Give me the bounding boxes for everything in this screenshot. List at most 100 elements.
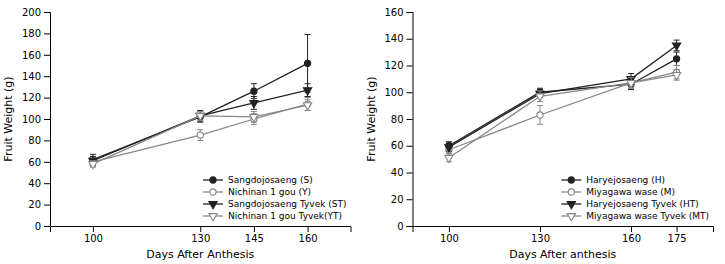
y-axis-tick: 80 (391, 114, 413, 125)
tick-label: 120 (22, 92, 41, 103)
tick-label: 200 (22, 7, 41, 18)
error-bar (537, 106, 543, 125)
y-axis-tick: 0 (397, 221, 412, 232)
tick-label: 120 (384, 60, 403, 71)
legend-label: Sangdojosaeng Tyvek (ST) (228, 199, 346, 209)
tick-mark (254, 226, 255, 232)
series-line (449, 72, 677, 150)
series-line (449, 75, 677, 158)
x-axis-tick: 130 (191, 226, 210, 244)
tick-mark (44, 183, 50, 184)
tick-mark (677, 226, 678, 232)
legend-symbol (568, 189, 574, 195)
tick-label: 100 (84, 233, 103, 244)
tick-label: 175 (668, 233, 687, 244)
legend-label: Nichinan 1 gou (Y) (228, 187, 311, 197)
tick-label: 20 (391, 194, 404, 205)
series-line (93, 105, 308, 164)
tick-label: 140 (22, 71, 41, 82)
legend-entry: Sangdojosaeng Tyvek (ST) (203, 199, 346, 209)
y-axis-tick: 40 (28, 178, 50, 189)
legend-symbol (210, 177, 216, 183)
y-axis-title: Fruit Weight (g) (2, 76, 15, 161)
y-axis-tick: 40 (391, 167, 413, 178)
tick-mark (407, 199, 413, 200)
tick-label: 80 (391, 114, 404, 125)
tick-mark (407, 226, 413, 227)
tick-label: 130 (531, 233, 550, 244)
tick-label: 100 (384, 87, 403, 98)
series-line (449, 45, 677, 147)
tick-label: 130 (191, 233, 210, 244)
series (445, 70, 681, 163)
legend-symbol (209, 202, 217, 209)
tick-mark (44, 140, 50, 141)
x-axis-line (413, 227, 714, 233)
y-axis-tick: 160 (384, 7, 412, 18)
x-axis-title: Days After anthesis (509, 248, 616, 261)
y-axis-tick: 140 (384, 33, 412, 44)
tick-label: 40 (391, 167, 404, 178)
legend-entry: Haryejosaeng (H) (561, 175, 665, 185)
error-bar (674, 52, 680, 65)
tick-mark (44, 55, 50, 56)
marker (673, 56, 679, 62)
y-axis: 020406080100120140160180200 (22, 7, 51, 232)
legend-symbol (567, 202, 575, 209)
marker (445, 155, 453, 162)
series (446, 52, 680, 150)
y-axis-title: Fruit Weight (g) (365, 76, 378, 161)
legend-entry: Miyagawa wase Tyvek (MT) (561, 211, 709, 221)
x-axis-line (51, 227, 352, 233)
y-axis: 0 20 40 60 80 100 120 140 160 (384, 7, 413, 232)
x-axis-tick: 100 (440, 226, 459, 244)
tick-label: 160 (22, 50, 41, 61)
tick-mark (449, 226, 450, 232)
tick-mark (407, 173, 413, 174)
marker (537, 112, 543, 118)
legend-entry: Nichinan 1 gou (Y) (203, 187, 311, 197)
y-axis-tick: 20 (28, 199, 50, 210)
y-axis-tick: 60 (391, 140, 413, 151)
marker (627, 80, 635, 87)
plot-area (445, 40, 681, 163)
x-axis-tick: 100 (84, 226, 103, 244)
tick-mark (200, 226, 201, 232)
y-axis-tick: 180 (22, 28, 50, 39)
y-axis-tick: 140 (22, 71, 50, 82)
legend-symbol (209, 214, 217, 221)
tick-label: 60 (28, 157, 41, 168)
tick-label: 100 (22, 114, 41, 125)
legend: Haryejosaeng (H) Miyagawa wase (M) Haryejo… (561, 175, 709, 221)
tick-mark (407, 92, 413, 93)
legend-label: Nichinan 1 gou Tyvek(YT) (228, 211, 342, 221)
legend-entry: Nichinan 1 gou Tyvek(YT) (203, 211, 342, 221)
y-axis-tick: 160 (22, 50, 50, 61)
series-line (449, 59, 677, 146)
series (90, 34, 311, 165)
legend-symbol (567, 214, 575, 221)
tick-label: 160 (299, 233, 318, 244)
series (446, 66, 680, 154)
tick-mark (407, 39, 413, 40)
y-axis-tick: 100 (384, 87, 412, 98)
legend-entry: Haryejosaeng Tyvek (HT) (561, 199, 699, 209)
y-axis-tick: 60 (28, 157, 50, 168)
tick-label: 0 (35, 221, 41, 232)
tick-mark (44, 226, 50, 227)
tick-label: 100 (440, 233, 459, 244)
legend-label: Sangdojosaeng (S) (228, 175, 313, 185)
tick-mark (44, 33, 50, 34)
tick-mark (407, 119, 413, 120)
tick-mark (44, 205, 50, 206)
y-axis-tick: 20 (391, 194, 413, 205)
legend-symbol (568, 177, 574, 183)
tick-label: 0 (397, 221, 403, 232)
legend-label: Miyagawa wase Tyvek (MT) (586, 211, 709, 221)
legend: Sangdojosaeng (S) Nichinan 1 gou (Y) Sangd… (203, 175, 346, 221)
legend-entry: Miyagawa wase (M) (561, 187, 675, 197)
y-axis-tick: 120 (22, 92, 50, 103)
marker (251, 88, 257, 94)
marker (303, 88, 311, 95)
tick-mark (407, 12, 413, 13)
